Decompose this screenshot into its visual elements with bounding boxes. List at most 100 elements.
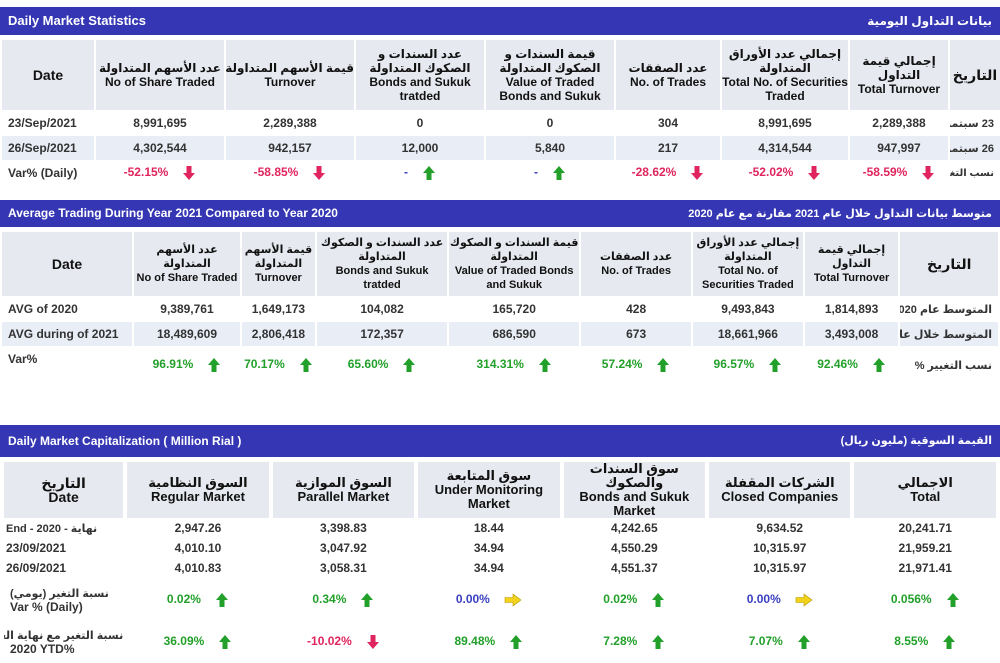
arrow-up-icon xyxy=(872,358,885,372)
arrow-down-icon xyxy=(313,166,326,180)
daily-stats-title: Daily Market Statistics xyxy=(8,13,147,28)
cell: 3,398.83 xyxy=(320,521,367,535)
arrow-up-icon xyxy=(657,358,670,372)
cell: 1,814,893 xyxy=(824,302,879,316)
arrow-up-icon xyxy=(208,358,221,372)
header-total: الاجمالي Total xyxy=(854,462,996,518)
header-turnover: قيمة الأسهم المتداولة Turnover xyxy=(241,232,316,296)
var-value: 7.28% xyxy=(603,634,638,649)
cell: 0 xyxy=(416,116,424,130)
arrow-up-icon xyxy=(769,358,782,372)
table-row: AVG of 2020 9,389,761 1,649,173 104,082 … xyxy=(2,296,998,322)
var-value: 7.07% xyxy=(748,634,783,649)
arrow-up-icon xyxy=(215,593,228,607)
var-value: 0.00% xyxy=(455,592,490,607)
cell: 8,991,695 xyxy=(758,116,812,130)
daily-header-row: Date عدد الأسهم المتداولة No of Share Tra… xyxy=(2,40,1000,110)
arrow-down-icon xyxy=(366,635,379,649)
arrow-up-icon xyxy=(510,635,523,649)
header-total-securities: إجمالي عدد الأوراق المتداولة Total No. of… xyxy=(722,40,848,110)
cell: 34.94 xyxy=(473,561,504,575)
row-date: AVG of 2020 xyxy=(8,302,78,316)
arrow-up-icon xyxy=(403,358,416,372)
var-ytd-label: نسبة التغير مع نهاية العام2020 YTD% xyxy=(4,629,124,656)
arrow-down-icon xyxy=(808,166,821,180)
cell: 2,947.26 xyxy=(174,521,222,535)
cell: 165,720 xyxy=(492,302,536,316)
var-row: Var% (Daily) -52.15% -58.85% - - -28.62%… xyxy=(2,160,1000,186)
cell: 3,058.31 xyxy=(320,561,367,575)
var-label-ar: نسب التغيير (يومي) xyxy=(950,167,994,179)
table-row: 26/Sep/2021 4,302,544 942,157 12,000 5,8… xyxy=(2,136,1000,160)
arrow-up-icon xyxy=(299,358,312,372)
var-value: - xyxy=(404,165,408,180)
cell: 20,241.71 xyxy=(898,521,952,535)
var-value: -28.62% xyxy=(631,165,677,180)
cell: 947,997 xyxy=(850,136,948,160)
arrow-up-icon xyxy=(797,635,810,649)
header-date-ar: التاريخ xyxy=(900,232,998,296)
cell: 2,289,388 xyxy=(263,116,317,130)
cell: 2,289,388 xyxy=(872,116,926,130)
arrow-up-icon xyxy=(943,635,956,649)
header-closed-companies: الشركات المقفلة Closed Companies xyxy=(709,462,851,518)
var-value: 0.056% xyxy=(890,592,932,607)
arrow-up-icon xyxy=(423,166,435,180)
var-row: نسبة التغير مع نهاية العام2020 YTD% 36.0… xyxy=(4,622,996,662)
cap-header-row: التاريخ Date السوق النظامية Regular Market… xyxy=(4,462,996,518)
var-value: 92.46% xyxy=(817,357,858,372)
var-value: -52.15% xyxy=(123,165,169,180)
var-cell: 89.48% xyxy=(418,622,559,662)
header-total-securities: إجمالي عدد الأوراق المتداولة Total No. of… xyxy=(693,232,803,296)
cell: 172,357 xyxy=(317,322,448,346)
var-cell: 92.46% xyxy=(805,346,899,384)
cell: 9,493,843 xyxy=(721,302,775,316)
avg-stats-title-ar: متوسط بيانات التداول خلال عام 2021 مقارن… xyxy=(688,208,992,220)
header-bonds-value: قيمة السندات و الصكوك المتداولة Value of … xyxy=(449,232,580,296)
var-cell: 0.34% xyxy=(273,578,414,622)
cell: 18.44 xyxy=(473,521,504,535)
cell: 673 xyxy=(581,322,692,346)
var-cell: 96.57% xyxy=(693,346,803,384)
header-date-ar: التاريخ xyxy=(950,40,1000,110)
var-cell: -52.02% xyxy=(722,160,848,186)
var-cell: 7.28% xyxy=(564,622,705,662)
table-row: 26/09/2021 4,010.83 3,058.31 34.94 4,551… xyxy=(4,558,996,578)
header-bonds-count: عدد السندات و الصكوك المتداولة Bonds and … xyxy=(356,40,484,110)
cell: 3,047.92 xyxy=(320,541,367,555)
var-value: -58.85% xyxy=(253,165,299,180)
header-total-turnover: إجمالي قيمة التداول Total Turnover xyxy=(850,40,948,110)
cell: 8,991,695 xyxy=(133,116,187,130)
cell: 34.94 xyxy=(473,541,504,555)
cell: 9,389,761 xyxy=(160,302,214,316)
daily-stats-title-ar: بيانات التداول اليومية xyxy=(867,14,992,28)
var-cell: 57.24% xyxy=(581,346,691,384)
cell: 0 xyxy=(546,116,554,130)
var-value: 0.02% xyxy=(603,592,638,607)
header-shares: عدد الأسهم المتداولة No of Share Traded xyxy=(134,232,240,296)
header-bonds-market: سوق السندات والصكوك Bonds and Sukuk Marke… xyxy=(563,462,706,518)
cell: 304 xyxy=(657,116,679,130)
cell: 3,493,008 xyxy=(804,322,899,346)
row-date-ar: المتوسط خلال عام 2021 xyxy=(900,322,998,346)
row-date: 23/09/2021 xyxy=(6,541,67,555)
arrow-down-icon xyxy=(183,166,196,180)
var-value: - xyxy=(534,165,538,180)
market-cap-title-ar: القيمة السوقية (مليون ريال) xyxy=(840,435,992,447)
header-monitoring-market: سوق المتابعة Under Monitoring Market xyxy=(418,462,560,518)
row-date: 23/Sep/2021 xyxy=(8,116,77,130)
header-bonds-value: قيمة السندات و الصكوك المتداولة Value of … xyxy=(486,40,614,110)
cell: 4,242.65 xyxy=(610,521,658,535)
cell: 4,010.83 xyxy=(174,561,222,575)
header-bonds-count: عدد السندات و الصكوك المتداولة Bonds and … xyxy=(317,232,448,296)
var-value: 0.00% xyxy=(746,592,781,607)
arrow-right-icon xyxy=(504,593,522,607)
cell: 18,489,609 xyxy=(134,322,240,346)
avg-stats-table: Date عدد الأسهم المتداولة No of Share Tra… xyxy=(0,232,1000,384)
var-cell: 0.02% xyxy=(127,578,268,622)
cell: 4,314,544 xyxy=(722,136,848,160)
row-date: 26/09/2021 xyxy=(6,561,67,575)
cell: 942,157 xyxy=(226,136,354,160)
var-value: 314.31% xyxy=(476,357,524,372)
var-value: 8.55% xyxy=(894,634,929,649)
